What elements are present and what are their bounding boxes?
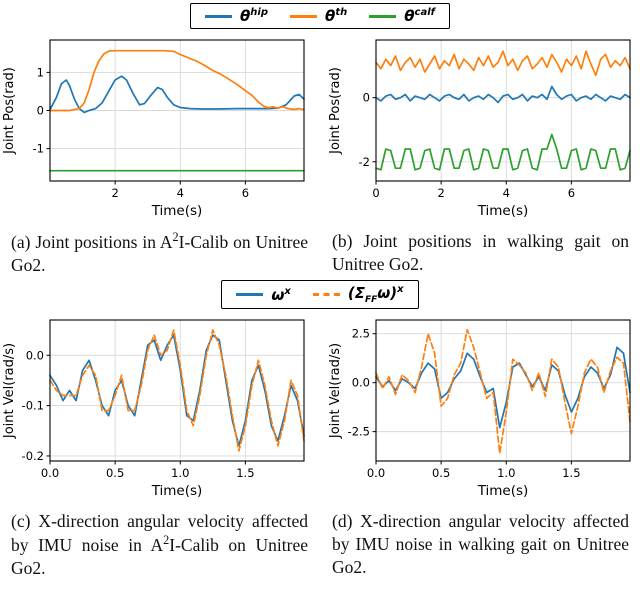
- caption-row-bottom: (c) X-direction angular velocity affecte…: [4, 505, 636, 583]
- legend-bottom: ωx (ΣFFω)x: [221, 280, 419, 310]
- legend-label: θth: [325, 7, 348, 25]
- svg-text:-1: -1: [33, 142, 44, 156]
- panel-a: 2 4 6 -1 0 1 Time(s) Joint Pos(rad): [2, 33, 312, 225]
- svg-text:-2: -2: [359, 155, 370, 169]
- line-swatch-icon: [290, 14, 318, 18]
- legend-item-theta-calf: θcalf: [369, 7, 435, 25]
- svg-text:-0.2: -0.2: [22, 449, 44, 463]
- caption-a: (a) Joint positions in A2I-Calib on Unit…: [11, 230, 309, 275]
- chart-a-joint-positions-calib: 2 4 6 -1 0 1 Time(s) Joint Pos(rad): [2, 39, 305, 219]
- svg-text:Time(s): Time(s): [151, 483, 203, 499]
- svg-text:4: 4: [177, 186, 184, 200]
- svg-text:0.0: 0.0: [26, 349, 44, 363]
- figure-row-bottom: 0.0 0.5 1.0 1.5 0.0 -0.1 -0.2 Time(s) Joint Vel(…: [2, 313, 638, 505]
- legend-label: θcalf: [404, 7, 436, 25]
- svg-text:1.0: 1.0: [171, 466, 189, 480]
- svg-text:Time(s): Time(s): [151, 203, 203, 219]
- chart-c-angular-velocity-calib: 0.0 0.5 1.0 1.5 0.0 -0.1 -0.2 Time(s) Joint Vel(…: [2, 319, 305, 499]
- legend-label: ωx: [271, 285, 291, 304]
- svg-text:2: 2: [111, 186, 118, 200]
- svg-text:Joint Pos(rad): Joint Pos(rad): [2, 67, 17, 155]
- svg-text:Joint Vel(rad/s): Joint Vel(rad/s): [2, 343, 17, 439]
- svg-text:6: 6: [568, 186, 575, 200]
- svg-text:1.5: 1.5: [562, 466, 580, 480]
- svg-text:Time(s): Time(s): [477, 483, 529, 499]
- svg-text:1.5: 1.5: [236, 466, 254, 480]
- caption-c: (c) X-direction angular velocity affecte…: [11, 511, 309, 578]
- svg-text:0.0: 0.0: [367, 466, 385, 480]
- line-swatch-icon: [204, 14, 232, 18]
- svg-text:1: 1: [37, 65, 44, 79]
- legend-label: θhip: [239, 7, 269, 25]
- chart-b-joint-positions-walking: 0 2 4 6 -2 0 Time(s) Joint Pos(rad): [328, 39, 631, 219]
- legend-item-theta-th: θth: [290, 7, 347, 25]
- svg-text:2.5: 2.5: [352, 327, 370, 341]
- chart-d-angular-velocity-walking: 0.0 0.5 1.0 1.5 2.5 0.0 -2.5 Time(s) Joint Vel(r…: [328, 319, 631, 499]
- svg-text:0.5: 0.5: [432, 466, 450, 480]
- svg-text:-0.1: -0.1: [22, 399, 44, 413]
- caption-b: (b) Joint positions in walking gait on U…: [332, 231, 629, 274]
- svg-text:Joint Vel(rad/s): Joint Vel(rad/s): [328, 343, 343, 439]
- svg-text:Joint Pos(rad): Joint Pos(rad): [328, 67, 343, 155]
- svg-text:2: 2: [437, 186, 444, 200]
- panel-b: 0 2 4 6 -2 0 Time(s) Joint Pos(rad): [328, 33, 638, 225]
- svg-text:0: 0: [363, 91, 370, 105]
- line-swatch-icon: [236, 293, 264, 297]
- caption-row-top: (a) Joint positions in A2I-Calib on Unit…: [4, 225, 636, 280]
- panel-d: 0.0 0.5 1.0 1.5 2.5 0.0 -2.5 Time(s) Joint Vel(r…: [328, 313, 638, 505]
- svg-text:0: 0: [372, 186, 379, 200]
- svg-text:Time(s): Time(s): [477, 203, 529, 219]
- figure-row-top: 2 4 6 -1 0 1 Time(s) Joint Pos(rad) 0 2 4 6 -2 0 Time…: [2, 33, 638, 225]
- legend-item-theta-hip: θhip: [204, 7, 269, 25]
- svg-text:6: 6: [242, 186, 249, 200]
- legend-top: θhip θth θcalf: [189, 3, 451, 29]
- legend-label: (ΣFFω)x: [347, 284, 404, 306]
- line-swatch-icon: [312, 293, 340, 297]
- line-swatch-icon: [369, 14, 397, 18]
- svg-text:4: 4: [503, 186, 510, 200]
- svg-text:1.0: 1.0: [497, 466, 515, 480]
- svg-text:0: 0: [37, 104, 44, 118]
- svg-text:0.0: 0.0: [41, 466, 59, 480]
- legend-item-sigma-ff-omega-x: (ΣFFω)x: [312, 284, 404, 306]
- panel-c: 0.0 0.5 1.0 1.5 0.0 -0.1 -0.2 Time(s) Joint Vel(…: [2, 313, 312, 505]
- caption-d: (d) X-direction angular velocity affecte…: [332, 511, 629, 577]
- svg-text:0.5: 0.5: [106, 466, 124, 480]
- svg-text:0.0: 0.0: [352, 376, 370, 390]
- svg-text:-2.5: -2.5: [348, 425, 370, 439]
- legend-item-omega-x: ωx: [236, 286, 291, 304]
